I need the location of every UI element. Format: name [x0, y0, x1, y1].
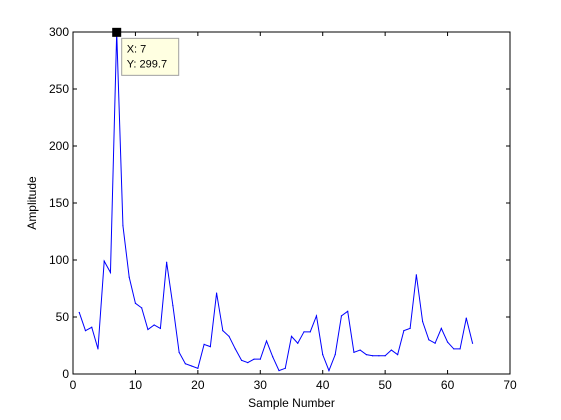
data-point [184, 363, 186, 365]
y-tick-label: 150 [49, 196, 69, 210]
data-point [91, 326, 93, 328]
data-point [272, 356, 274, 358]
y-tick-label: 300 [49, 25, 69, 39]
data-point [178, 351, 180, 353]
y-tick-label: 50 [56, 310, 70, 324]
data-point [353, 351, 355, 353]
datatip-y-text: Y: 299.7 [127, 58, 167, 70]
y-tick-label: 250 [49, 82, 69, 96]
data-point [222, 330, 224, 332]
data-point [378, 355, 380, 357]
data-point [315, 315, 318, 317]
data-point [465, 317, 467, 319]
data-point [228, 335, 230, 337]
x-tick-label: 10 [129, 378, 143, 392]
data-point [209, 346, 211, 348]
data-point [372, 355, 374, 357]
data-point [471, 342, 474, 344]
data-point [166, 261, 168, 263]
data-point [290, 335, 293, 337]
data-point [284, 367, 286, 369]
data-point [340, 315, 343, 317]
datatip-box [121, 37, 180, 76]
y-axis: 0 50 100 150 200 250 300 [49, 25, 510, 381]
data-point [215, 292, 218, 294]
data-point [409, 327, 411, 329]
data-point [403, 330, 405, 332]
data-point [128, 276, 130, 278]
data-point [153, 324, 155, 326]
x-tick-label: 70 [503, 378, 517, 392]
data-point [440, 327, 442, 329]
data-point [78, 311, 80, 314]
y-tick-label: 100 [49, 253, 69, 267]
data-point [234, 348, 236, 350]
datatip[interactable]: X: 7 Y: 299.7 [112, 27, 180, 76]
x-axis: 0 10 20 30 40 50 60 70 [70, 32, 517, 392]
datatip-marker[interactable] [112, 27, 122, 37]
data-point [422, 320, 424, 323]
data-point [259, 358, 261, 360]
data-point [415, 274, 417, 276]
data-points [78, 31, 474, 372]
data-point [265, 340, 268, 342]
y-axis-label: Amplitude [25, 176, 39, 230]
data-point [303, 331, 305, 333]
data-point [347, 310, 349, 312]
data-point [384, 355, 386, 357]
y-tick-label: 0 [62, 367, 69, 381]
x-tick-label: 40 [316, 378, 330, 392]
data-point [103, 260, 105, 262]
y-tick-label: 200 [49, 139, 69, 153]
x-tick-label: 50 [378, 378, 392, 392]
data-point [134, 302, 137, 304]
data-point [365, 354, 368, 356]
data-point [328, 369, 330, 372]
data-point [240, 359, 243, 361]
data-point [428, 339, 430, 341]
data-point [334, 354, 336, 356]
data-point [397, 354, 399, 356]
x-tick-label: 30 [254, 378, 268, 392]
data-point [459, 348, 461, 350]
data-point [309, 331, 311, 333]
data-point [434, 342, 436, 344]
x-tick-label: 20 [191, 378, 205, 392]
datatip-x-text: X: 7 [127, 43, 147, 55]
data-point [84, 330, 87, 332]
data-point [359, 349, 361, 351]
data-point [390, 349, 392, 351]
data-point [172, 305, 174, 307]
data-point [453, 348, 455, 350]
series-line [78, 32, 474, 372]
x-tick-label: 60 [441, 378, 455, 392]
data-point [322, 354, 324, 356]
data-point [97, 348, 99, 350]
data-point [159, 327, 161, 329]
data-point [278, 369, 280, 372]
data-point [253, 358, 255, 360]
data-point [141, 307, 143, 309]
data-point [122, 225, 124, 227]
data-point [147, 328, 149, 331]
plot-area [72, 31, 511, 375]
x-tick-label: 0 [70, 378, 77, 392]
data-point [247, 362, 249, 364]
x-axis-label: Sample Number [248, 396, 335, 410]
data-point [191, 365, 193, 367]
data-point [297, 342, 299, 344]
data-point [446, 341, 449, 343]
data-point [203, 343, 205, 345]
data-point [197, 367, 199, 369]
data-point [109, 271, 112, 274]
